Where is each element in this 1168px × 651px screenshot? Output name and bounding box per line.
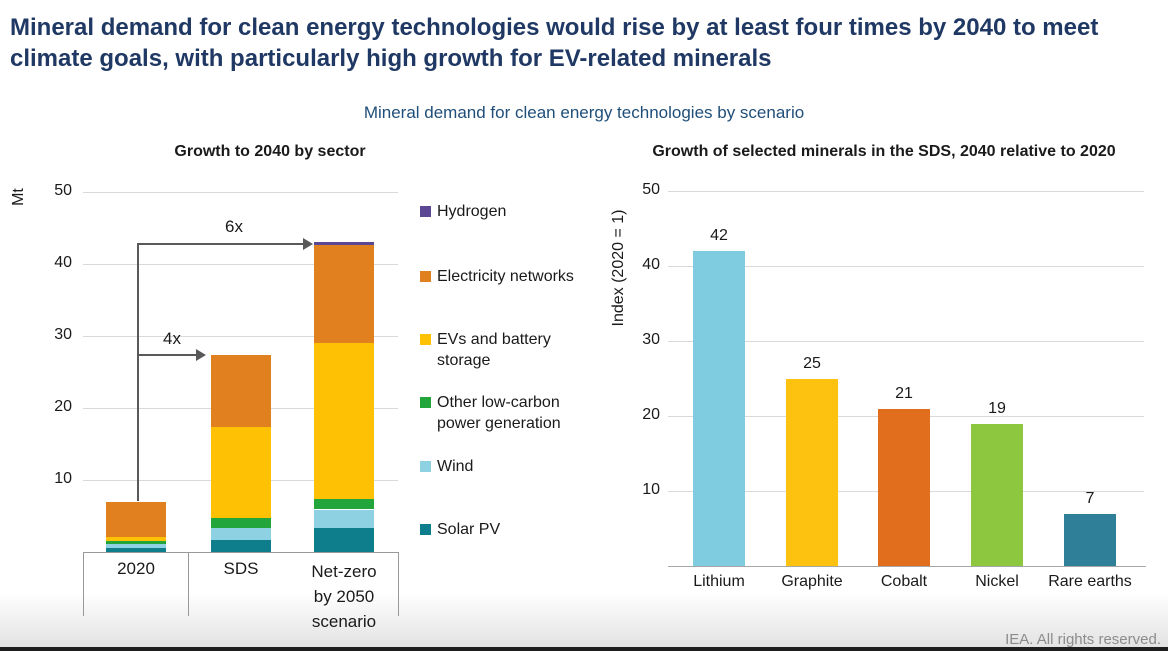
bar-value-label: 7 [1085,489,1095,507]
growth-arrow-6x-line [137,243,304,245]
legend-swatch-electricity-networks [420,271,431,282]
gridline [83,264,398,265]
bar-segment-evs-and-battery-storage [106,536,166,542]
y-tick-label: 20 [642,406,660,423]
bar-value-label: 42 [710,227,728,244]
x-category-label: SDS [223,559,259,578]
copyright-text: IEA. All rights reserved. [1005,631,1161,648]
bar-segment-other-low-carbon-power-generation [106,541,166,545]
x-axis-divider [398,552,399,616]
growth-arrow-4x-head [196,349,206,361]
bar-segment-electricity-networks [106,501,166,537]
x-category-label: Nickel [975,573,1019,590]
legend-label: EVs and battery storage [437,331,551,369]
bar-segment-wind [106,544,166,548]
bar-segment-solar-pv [314,528,374,552]
legend-label: Solar PV [437,521,501,538]
y-tick-label: 40 [54,254,72,271]
growth-arrow-6x-head [303,238,313,250]
bar-segment-solar-pv [211,539,271,552]
bar-value-label: 21 [895,384,913,402]
legend-label: Electricity networks [437,268,574,285]
y-tick-label: 10 [642,481,660,498]
bar-segment-electricity-networks [211,354,271,428]
left-chart-title: Growth to 2040 by sector [174,143,366,160]
x-category-label: Net-zero by 2050 scenario [311,562,377,631]
x-category-label: 2020 [117,559,155,578]
page-title: Mineral demand for clean energy technolo… [10,12,1160,74]
bar-cobalt [878,408,930,566]
x-axis-divider [188,552,189,616]
legend-swatch-solar-pv [420,524,431,535]
page-title-line-2: climate goals, with particularly high gr… [10,45,772,72]
growth-annotation-6x: 6x [225,217,243,236]
legend-swatch-hydrogen [420,206,431,217]
y-tick-label: 10 [54,470,72,487]
bar-segment-wind [314,509,374,529]
bar-segment-other-low-carbon-power-generation [211,518,271,529]
legend-swatch-wind [420,461,431,472]
y-tick-label: 50 [642,181,660,198]
bar-segment-evs-and-battery-storage [314,343,374,499]
y-tick-label: 40 [642,256,660,273]
x-category-label: Cobalt [880,573,928,590]
chart-subtitle: Mineral demand for clean energy technolo… [363,103,805,122]
right-chart-title: Growth of selected minerals in the SDS, … [652,143,1116,160]
x-axis-divider [83,552,84,616]
bar-graphite [786,378,838,566]
bar-segment-other-low-carbon-power-generation [314,498,374,510]
growth-arrow-4x-line [137,354,197,356]
bar-segment-hydrogen [314,242,374,245]
footer-gradient [0,592,1168,647]
bar-value-label: 19 [988,399,1006,417]
y-tick-label: 20 [54,398,72,415]
bar-segment-solar-pv [106,547,166,552]
legend-label: Other low-carbon power generation [437,394,561,432]
page-title-line-1: Mineral demand for clean energy technolo… [10,14,1099,41]
bar-rare-earths [1064,513,1116,566]
x-category-label: Lithium [693,573,745,590]
gridline [83,336,398,337]
y-tick-label: 30 [54,326,72,343]
bar-lithium [693,251,745,566]
x-category-label: Rare earths [1048,573,1132,590]
x-category-label: Graphite [781,573,843,590]
y-tick-label: 50 [54,182,72,199]
legend-label: Wind [437,458,474,475]
gridline [668,341,1144,342]
gridline [668,266,1144,267]
growth-arrow-stem [137,243,139,501]
bar-segment-evs-and-battery-storage [211,427,271,519]
gridline [83,192,398,193]
x-axis-line [83,552,399,553]
bar-nickel [971,423,1023,566]
bar-segment-wind [211,528,271,540]
bar-segment-electricity-networks [314,244,374,344]
growth-annotation-4x: 4x [163,329,181,348]
legend-label: Hydrogen [437,203,507,220]
bottom-bar [0,647,1168,651]
legend-swatch-evs-and-battery-storage [420,334,431,345]
legend-swatch-other-low-carbon-power-generation [420,397,431,408]
x-axis-line [668,566,1146,567]
bar-value-label: 25 [803,354,821,372]
y-tick-label: 30 [642,331,660,348]
gridline [668,191,1144,192]
